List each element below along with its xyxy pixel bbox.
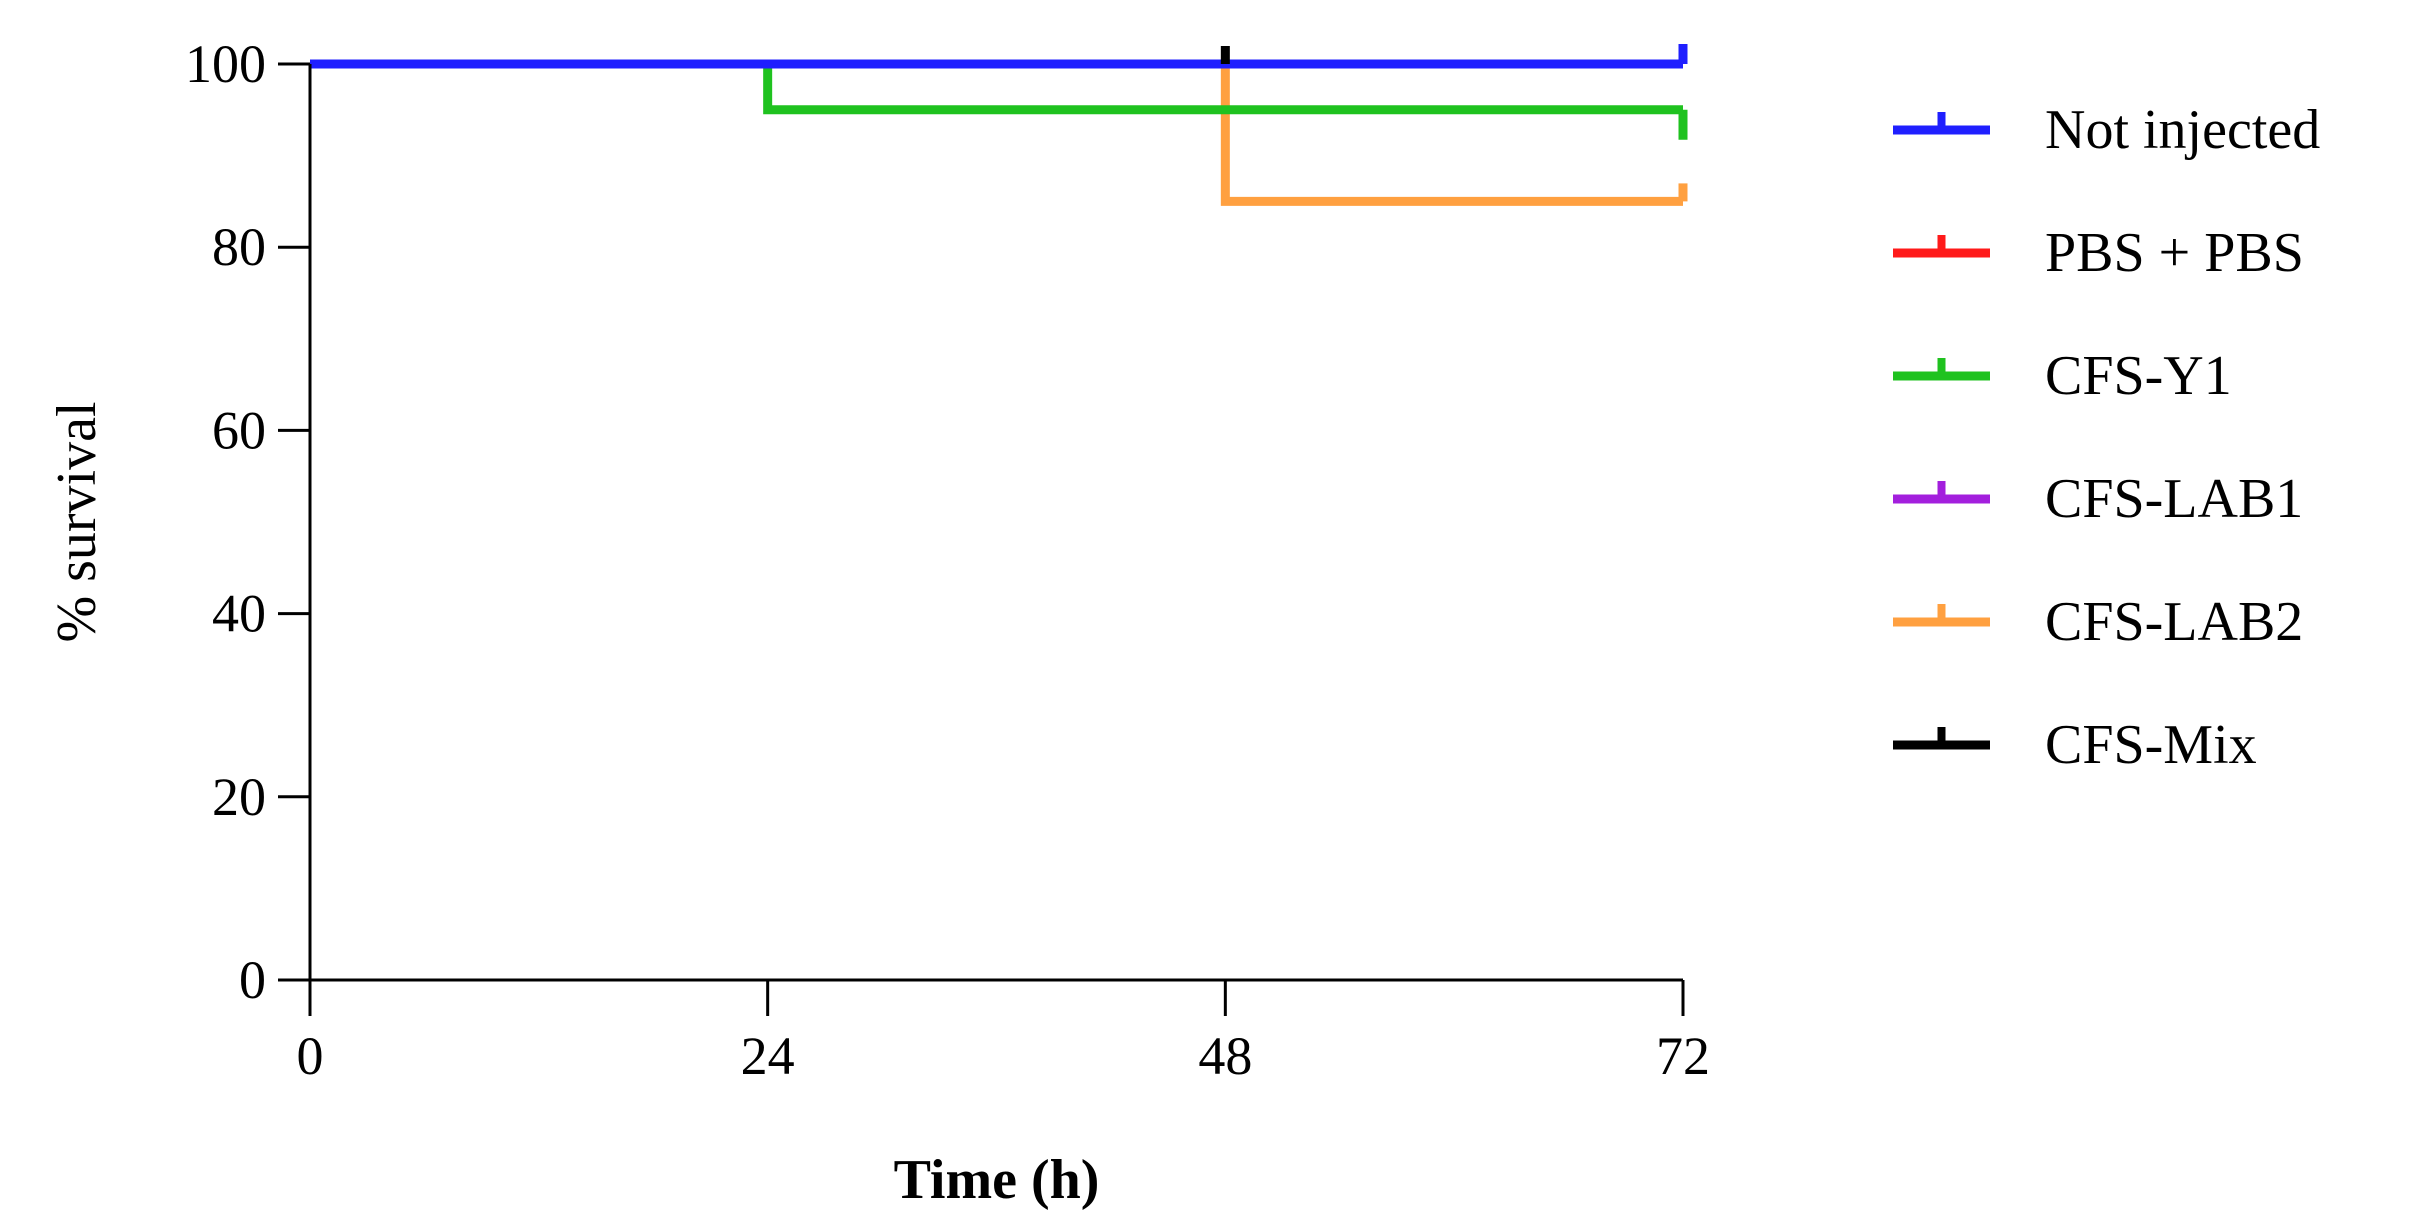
y-tick-label: 40 [212, 584, 266, 644]
legend-item: CFS-Mix [1893, 714, 2257, 776]
y-tick-label: 80 [212, 217, 266, 277]
axes: 0 24 48 72 0 20 40 60 80 100 [185, 34, 1710, 1086]
plot-area [310, 44, 1688, 206]
legend-item: PBS + PBS [1893, 222, 2304, 284]
x-tick-label: 24 [741, 1026, 795, 1086]
y-tick-label: 100 [185, 34, 266, 94]
legend-label: CFS-Mix [2045, 714, 2257, 776]
legend-item: CFS-LAB1 [1893, 468, 2303, 530]
legend: Not injected PBS + PBS CFS-Y1 CFS-LAB1 CFS-L… [1893, 99, 2320, 776]
y-tick-label: 60 [212, 400, 266, 460]
x-tick-label: 0 [297, 1026, 324, 1086]
series-line-cfs-y1 [310, 59, 1683, 115]
y-axis-title: % survival [46, 401, 108, 642]
legend-item: CFS-LAB2 [1893, 591, 2303, 653]
legend-item: CFS-Y1 [1893, 345, 2232, 407]
series-line-cfs-lab2 [310, 59, 1683, 206]
legend-label: CFS-Y1 [2045, 345, 2232, 407]
legend-item: Not injected [1893, 99, 2320, 161]
legend-label: Not injected [2045, 99, 2320, 161]
y-ticks: 0 20 40 60 80 100 [185, 34, 310, 1010]
x-tick-label: 48 [1198, 1026, 1252, 1086]
legend-label: CFS-LAB2 [2045, 591, 2303, 653]
legend-label: PBS + PBS [2045, 222, 2304, 284]
x-axis-title: Time (h) [894, 1149, 1100, 1211]
x-tick-label: 72 [1656, 1026, 1710, 1086]
legend-label: CFS-LAB1 [2045, 468, 2303, 530]
x-ticks: 0 24 48 72 [297, 980, 1710, 1086]
y-tick-label: 20 [212, 767, 266, 827]
y-tick-label: 0 [239, 950, 266, 1010]
